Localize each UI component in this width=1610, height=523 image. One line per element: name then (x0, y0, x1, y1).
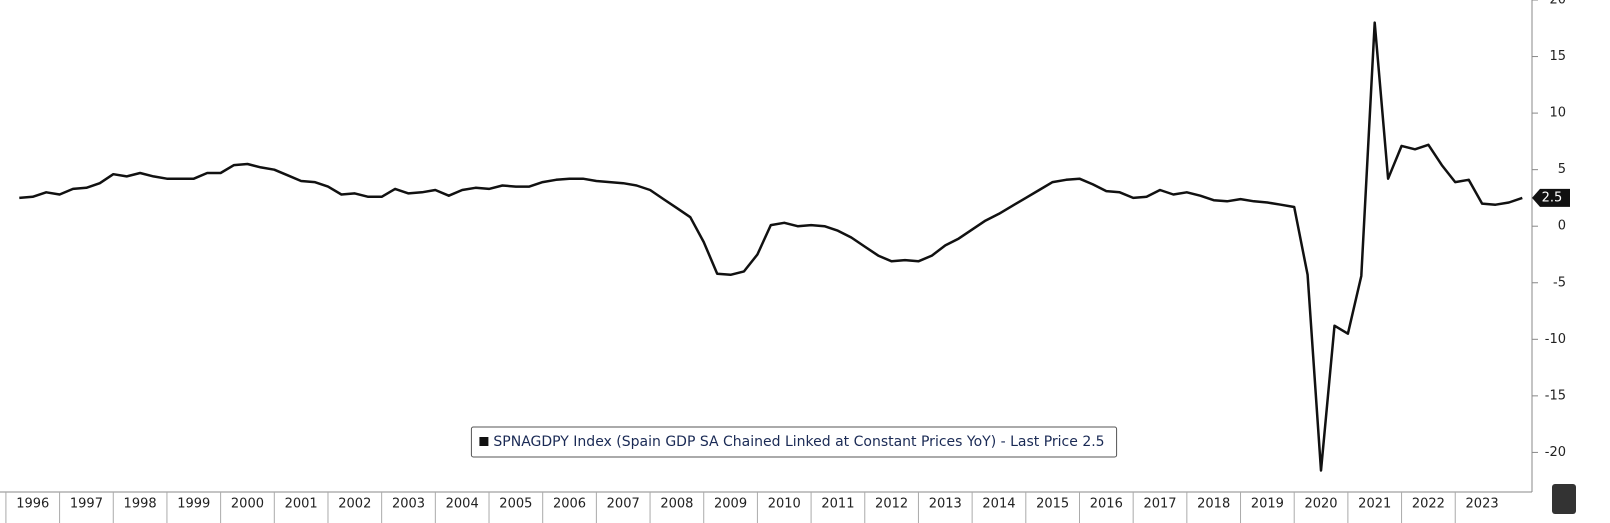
x-tick-label: 2017 (1143, 497, 1176, 512)
x-tick-label: 2019 (1251, 497, 1284, 512)
last-price-label: 2.5 (1542, 190, 1563, 205)
x-tick-label: 2021 (1358, 497, 1391, 512)
x-tick-label: 2018 (1197, 497, 1230, 512)
corner-icon (1552, 484, 1576, 514)
x-tick-label: 2010 (768, 497, 801, 512)
x-tick-label: 2007 (607, 497, 640, 512)
legend-label: SPNAGDPY Index (Spain GDP SA Chained Lin… (493, 434, 1104, 450)
x-tick-label: 2015 (1036, 497, 1069, 512)
y-tick-label: -5 (1553, 275, 1566, 290)
y-tick-label: -15 (1545, 388, 1566, 403)
x-tick-label: 2006 (553, 497, 586, 512)
legend-swatch (479, 437, 489, 446)
x-tick-label: 2005 (499, 497, 532, 512)
x-tick-label: 2001 (285, 497, 318, 512)
y-tick-label: -20 (1545, 445, 1566, 460)
x-tick-label: 2014 (982, 497, 1015, 512)
x-tick-label: 2023 (1466, 497, 1499, 512)
x-tick-label: 2003 (392, 497, 425, 512)
x-tick-label: 2016 (1090, 497, 1123, 512)
y-tick-label: 20 (1549, 0, 1566, 8)
legend: SPNAGDPY Index (Spain GDP SA Chained Lin… (470, 426, 1118, 458)
last-price-tag (1532, 188, 1570, 207)
x-tick-label: 2008 (660, 497, 693, 512)
legend-box (470, 426, 1118, 458)
x-tick-label: 2009 (714, 497, 747, 512)
x-tick-label: 1997 (70, 497, 103, 512)
x-tick-label: 2004 (446, 497, 479, 512)
x-tick-label: 2013 (929, 497, 962, 512)
x-tick-label: 1998 (124, 497, 157, 512)
x-tick-label: 2020 (1304, 497, 1337, 512)
x-tick-label: 2002 (338, 497, 371, 512)
y-tick-label: 0 (1558, 219, 1566, 234)
y-tick-label: -10 (1545, 332, 1566, 347)
x-tick-label: 2022 (1412, 497, 1445, 512)
x-tick-label: 2000 (231, 497, 264, 512)
x-tick-label: 2012 (875, 497, 908, 512)
y-tick-label: 15 (1549, 49, 1566, 64)
x-tick-label: 2011 (821, 497, 854, 512)
y-tick-label: 5 (1558, 162, 1566, 177)
data-line (19, 21, 1523, 472)
y-tick-label: 10 (1549, 106, 1566, 121)
x-tick-label: 1999 (177, 497, 210, 512)
x-tick-label: 1996 (16, 497, 49, 512)
